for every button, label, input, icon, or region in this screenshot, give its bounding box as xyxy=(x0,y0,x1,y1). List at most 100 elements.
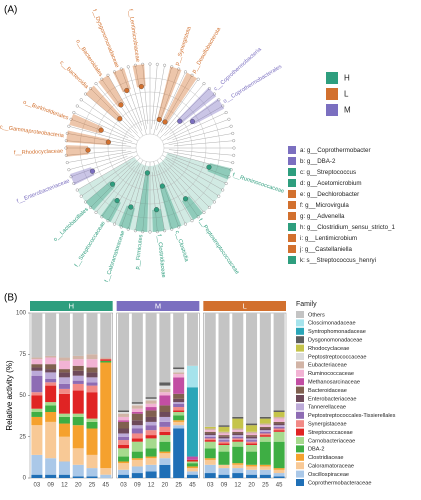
bar-segment xyxy=(273,468,285,470)
clade-node xyxy=(162,119,168,125)
clade-node xyxy=(159,183,165,189)
bar-segment xyxy=(259,469,271,475)
clade-node xyxy=(206,164,212,170)
bar-segment xyxy=(173,412,185,416)
bar-segment xyxy=(131,403,143,406)
taxon-swatch xyxy=(288,146,296,154)
legend-swatch xyxy=(296,378,304,386)
bar-segment xyxy=(118,433,130,437)
branch xyxy=(168,133,233,145)
bar-segment xyxy=(86,354,98,360)
leaf-node xyxy=(133,63,137,67)
clade-label: f__Enterobacteriaceae xyxy=(16,178,70,205)
leaf-node xyxy=(202,82,206,86)
bar-segment xyxy=(58,383,70,389)
leaf-node xyxy=(148,230,152,234)
leaf-node xyxy=(170,227,174,231)
leaf-node xyxy=(232,153,236,157)
rank-ring xyxy=(79,77,221,219)
bar-segment xyxy=(145,421,157,426)
branch xyxy=(163,151,232,170)
x-tick-label: 20 xyxy=(75,483,82,489)
bar-segment xyxy=(218,474,230,478)
bar-segment xyxy=(131,420,143,426)
clade-shade xyxy=(159,185,182,230)
bar-segment xyxy=(159,431,171,436)
leaf-node xyxy=(89,205,93,209)
clade-label: p__Firmicutes xyxy=(135,234,145,270)
leaf-node xyxy=(170,65,174,69)
leaf-node xyxy=(148,62,152,66)
bar-segment xyxy=(86,428,98,455)
bar-segment xyxy=(45,372,57,379)
x-tick-label: 09 xyxy=(47,483,54,489)
bar-segment xyxy=(72,370,84,376)
bar-segment xyxy=(145,438,157,449)
x-tick-label: 25 xyxy=(89,483,96,489)
x-tick-label: 25 xyxy=(262,483,269,489)
taxon-legend-label: a: g__Coprothermobacter xyxy=(300,147,371,154)
branch xyxy=(151,64,158,130)
bar-segment xyxy=(118,456,130,462)
leaf-node xyxy=(65,161,69,165)
bar-segment xyxy=(145,313,157,398)
bar-segment xyxy=(86,385,98,393)
bar-segment xyxy=(86,476,98,478)
bar-segment xyxy=(131,459,143,467)
bar-segment xyxy=(131,413,143,421)
bar-segment xyxy=(218,443,230,445)
bar-segment xyxy=(259,313,271,417)
bar-segment xyxy=(45,405,57,412)
taxon-legend-label: g: g__Advenella xyxy=(300,213,345,220)
x-tick-label: 20 xyxy=(248,483,255,489)
bar-segment xyxy=(58,416,70,424)
bar-segment xyxy=(72,413,84,417)
bar-segment xyxy=(232,430,244,432)
bar-segment xyxy=(145,464,157,472)
legend-label: Carnobacteriaceae xyxy=(308,438,355,444)
bar-segment xyxy=(131,428,143,434)
bar-segment xyxy=(58,461,70,475)
bar-segment xyxy=(204,435,216,437)
legend-swatch xyxy=(296,336,304,344)
bar-segment xyxy=(218,445,230,452)
legend-label: DBA-2 xyxy=(308,447,324,453)
taxon-legend-label: k: s__Streptococcus_henryi xyxy=(300,257,376,264)
x-tick-label: 09 xyxy=(221,483,228,489)
leaf-node xyxy=(141,230,145,234)
group-swatch xyxy=(326,72,338,84)
leaf-node xyxy=(141,62,145,66)
clade-label: f__Clostridiaceae xyxy=(156,234,166,278)
facet-label: M xyxy=(155,301,161,310)
y-tick-label: 100 xyxy=(16,311,27,317)
legend-swatch xyxy=(296,311,304,318)
bar-segment xyxy=(259,433,271,436)
bar-segment xyxy=(173,372,185,375)
leaf-node xyxy=(119,225,123,229)
group-swatch xyxy=(326,88,338,100)
bar-segment xyxy=(145,400,157,404)
bar-segment xyxy=(118,445,130,449)
clade-node xyxy=(189,118,195,125)
bar-segment xyxy=(159,435,171,442)
taxon-legend-label: f: g__Microvirgula xyxy=(300,202,349,209)
taxon-legend-label: c: g__Streptococcus xyxy=(300,169,356,176)
bar-segment xyxy=(145,407,157,411)
bar-segment xyxy=(246,425,258,432)
clade-label: f__Dysgonomonadaceae xyxy=(91,9,120,69)
bar-segment xyxy=(45,355,57,358)
bar-segment xyxy=(273,426,285,429)
clade-shade xyxy=(85,181,116,211)
clade-label: p__Desulfobacterota xyxy=(191,26,222,74)
clade-label: p__Synergistota xyxy=(174,25,192,66)
branch xyxy=(168,149,234,156)
branch xyxy=(68,151,137,170)
bar-segment xyxy=(58,413,70,417)
clade-label: f__Rhodocyclaceae xyxy=(14,149,63,157)
bar-segment xyxy=(246,440,258,442)
leaf-node xyxy=(100,77,104,81)
bar-segment xyxy=(232,416,244,419)
bar-segment xyxy=(145,403,157,408)
bar-segment xyxy=(218,436,230,439)
rank-ring xyxy=(135,133,165,163)
